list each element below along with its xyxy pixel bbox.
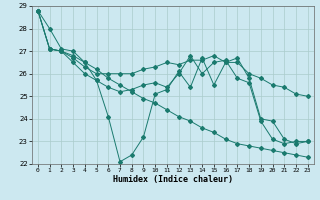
X-axis label: Humidex (Indice chaleur): Humidex (Indice chaleur) xyxy=(113,175,233,184)
